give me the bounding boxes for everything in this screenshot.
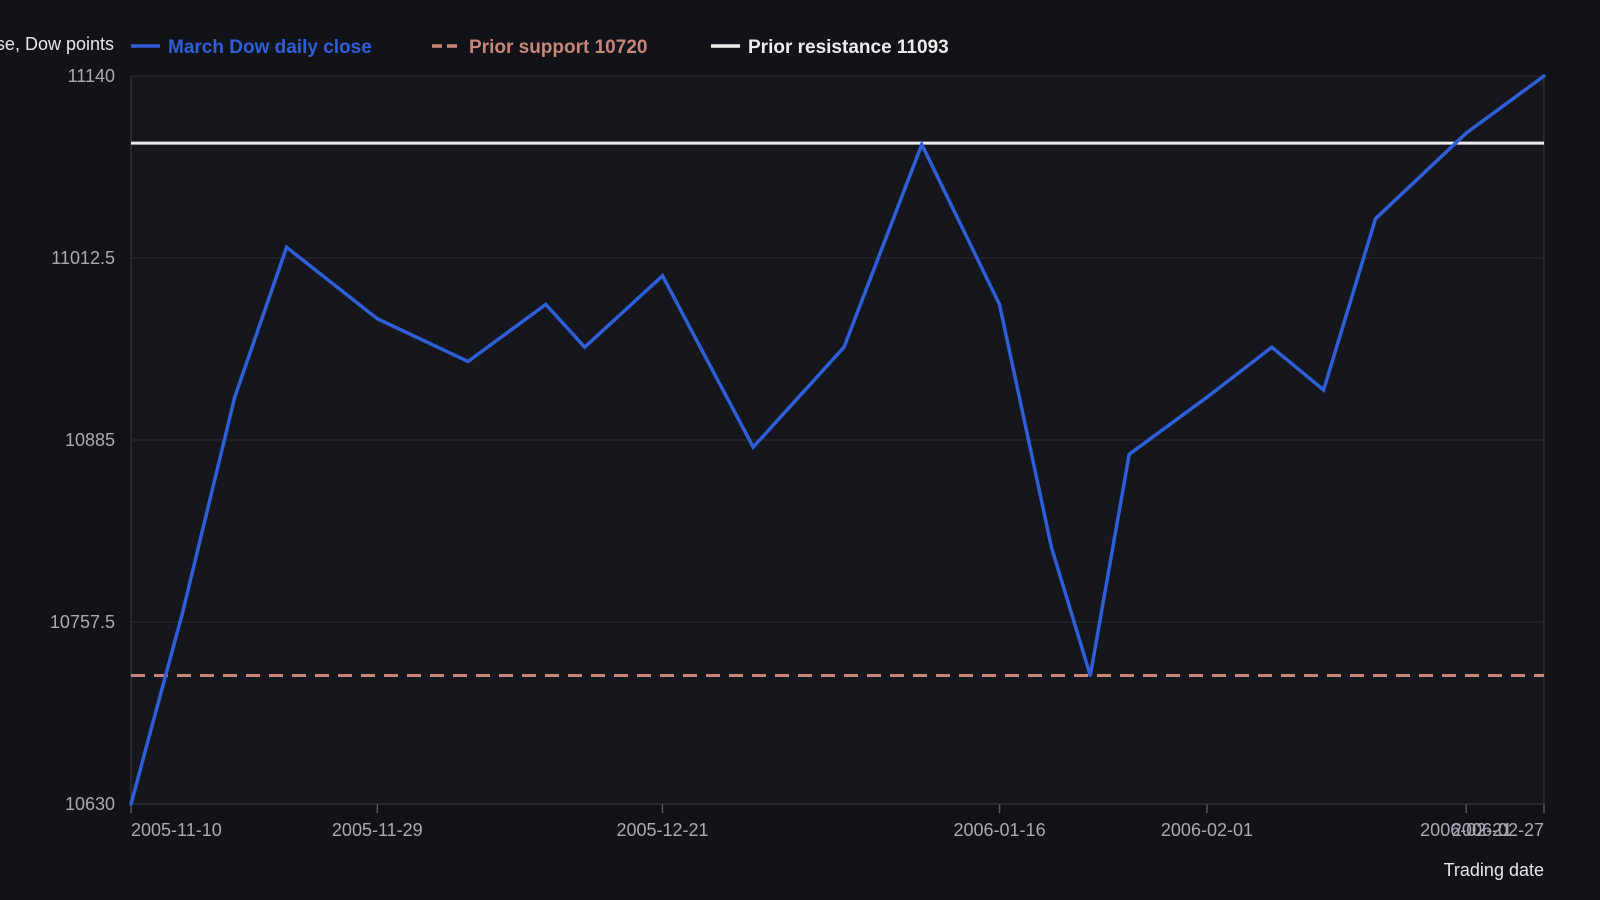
y-tick-label: 10757.5 xyxy=(50,612,115,632)
legend: March Dow daily close Prior support 10720… xyxy=(131,37,949,58)
x-tick-label: 2005-12-21 xyxy=(616,820,708,840)
data-point xyxy=(1088,674,1092,678)
data-point xyxy=(1049,545,1053,549)
data-series xyxy=(129,74,1546,806)
data-point xyxy=(751,445,755,449)
data-point xyxy=(285,245,289,249)
data-point xyxy=(1464,131,1468,135)
data-point xyxy=(1205,395,1209,399)
data-point xyxy=(998,302,1002,306)
data-point xyxy=(1322,388,1326,392)
data-point xyxy=(1270,345,1274,349)
x-tick-label: 2006-02-27 xyxy=(1452,820,1544,840)
y-tick-label: 10885 xyxy=(65,430,115,450)
data-point xyxy=(583,345,587,349)
y-tick-label: 11140 xyxy=(68,66,115,86)
data-point xyxy=(920,143,924,147)
data-point xyxy=(375,317,379,321)
data-point xyxy=(1127,452,1131,456)
series-line xyxy=(129,74,1546,806)
x-tick-label: 2006-01-16 xyxy=(954,820,1046,840)
data-point xyxy=(842,345,846,349)
y-tick-label: 11012.5 xyxy=(51,248,115,268)
legend-label: Prior support 10720 xyxy=(469,37,647,58)
axes: 10630 10757.5 10885 11012.5 11140 2005-11-10 2… xyxy=(50,66,1545,840)
x-tick-label: 2006-02-01 xyxy=(1161,820,1253,840)
x-tick-label: 2005-11-29 xyxy=(332,820,423,840)
legend-label: March Dow daily close xyxy=(168,37,372,58)
y-tick-label: 10630 xyxy=(65,794,115,814)
data-point xyxy=(660,274,664,278)
data-point xyxy=(181,609,185,613)
data-point xyxy=(544,302,548,306)
x-axis-title: Trading date xyxy=(1444,860,1544,880)
data-point xyxy=(1373,217,1377,221)
data-point xyxy=(129,802,133,806)
data-point xyxy=(466,359,470,363)
y-axis-title: Close, Dow points xyxy=(0,34,114,54)
data-point xyxy=(233,395,237,399)
reference-lines xyxy=(131,141,1544,678)
x-tick-label: 2006-02-21 xyxy=(1420,820,1512,840)
data-point xyxy=(1542,74,1546,78)
x-tick-label: 2005-11-10 xyxy=(131,820,222,840)
legend-label: Prior resistance 11093 xyxy=(748,37,949,58)
